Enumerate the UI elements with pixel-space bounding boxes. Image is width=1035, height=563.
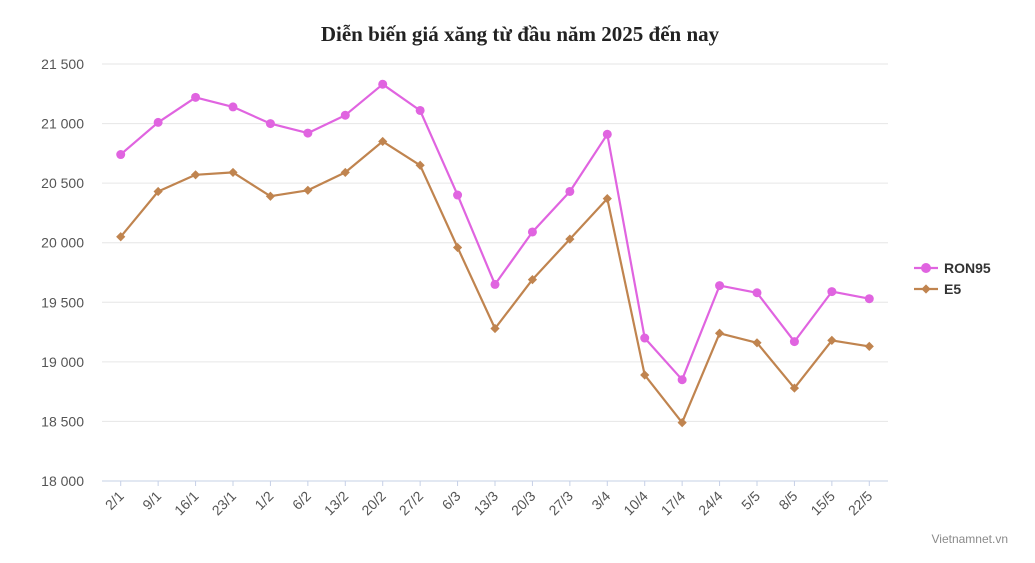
data-point-e5[interactable] (303, 185, 313, 195)
x-tick-label: 13/2 (321, 488, 352, 519)
x-tick-label: 5/5 (738, 488, 763, 513)
y-tick-label: 21 500 (41, 56, 84, 72)
data-point-e5[interactable] (827, 335, 837, 346)
data-point-e5[interactable] (116, 232, 126, 242)
y-tick-label: 21 000 (41, 116, 84, 132)
data-point-e5[interactable] (565, 234, 575, 244)
legend-label: E5 (944, 281, 961, 297)
x-tick-label: 9/1 (139, 488, 164, 513)
data-point-e5[interactable] (677, 418, 687, 428)
x-tick-label: 2/1 (102, 488, 127, 513)
data-point-ron95[interactable] (303, 128, 313, 138)
x-tick-label: 20/2 (358, 488, 389, 519)
data-point-ron95[interactable] (752, 288, 762, 298)
x-tick-label: 16/1 (171, 488, 202, 519)
data-point-ron95[interactable] (453, 190, 463, 200)
data-point-e5[interactable] (864, 341, 874, 351)
data-point-e5[interactable] (490, 323, 500, 334)
data-point-e5[interactable] (415, 160, 425, 170)
legend-item-e5[interactable]: E5 (914, 281, 961, 297)
legend-label: RON95 (944, 260, 991, 276)
data-point-e5[interactable] (265, 191, 276, 201)
credit-text: Vietnamnet.vn (932, 532, 1009, 546)
y-tick-label: 19 500 (41, 294, 84, 310)
x-axis: 2/1 9/1 16/1 23/1 1/2 6/2 13/2 20/2 27/2 6/3 13/3 2… (102, 481, 876, 518)
data-point-ron95[interactable] (490, 279, 500, 289)
data-point-e5[interactable] (452, 242, 463, 253)
x-tick-label: 1/2 (251, 488, 276, 513)
legend-item-ron95[interactable]: RON95 (914, 260, 991, 276)
data-point-ron95[interactable] (789, 337, 799, 347)
x-tick-label: 6/3 (439, 488, 464, 513)
y-tick-label: 19 000 (41, 354, 84, 370)
y-tick-label: 20 500 (41, 175, 84, 191)
data-point-e5[interactable] (640, 370, 650, 380)
x-tick-label: 13/3 (471, 488, 502, 519)
data-point-e5[interactable] (789, 383, 800, 393)
y-tick-label: 20 000 (41, 235, 84, 251)
x-tick-label: 27/2 (396, 488, 427, 519)
data-point-ron95[interactable] (602, 129, 612, 139)
data-point-ron95[interactable] (864, 294, 874, 304)
data-point-ron95[interactable] (677, 375, 687, 385)
data-point-ron95[interactable] (153, 117, 163, 127)
x-tick-label: 3/4 (588, 488, 613, 513)
data-point-ron95[interactable] (527, 227, 537, 237)
series-area (116, 79, 874, 428)
legend: RON95 E5 (914, 260, 991, 297)
y-axis: 18 000 18 500 19 000 19 500 20 000 20 500 21 0… (41, 56, 84, 489)
y-tick-label: 18 000 (41, 473, 84, 489)
data-point-e5[interactable] (153, 186, 163, 197)
x-tick-label: 10/4 (620, 488, 651, 519)
data-point-ron95[interactable] (191, 92, 201, 102)
grid (102, 63, 888, 482)
legend-marker (921, 263, 931, 273)
x-tick-label: 6/2 (289, 488, 314, 513)
data-point-ron95[interactable] (116, 150, 126, 160)
y-tick-label: 18 500 (41, 413, 84, 429)
data-point-ron95[interactable] (827, 287, 837, 297)
x-tick-label: 17/4 (658, 488, 689, 519)
chart-title: Diễn biến giá xăng từ đầu năm 2025 đến n… (321, 22, 720, 46)
data-point-e5[interactable] (527, 275, 538, 285)
data-point-e5[interactable] (190, 170, 201, 180)
x-tick-label: 20/3 (508, 488, 539, 519)
x-tick-label: 23/1 (209, 488, 240, 519)
x-tick-label: 27/3 (545, 488, 576, 519)
x-tick-label: 24/4 (695, 488, 726, 519)
data-point-ron95[interactable] (415, 105, 425, 115)
data-point-ron95[interactable] (228, 102, 238, 112)
data-point-ron95[interactable] (565, 186, 575, 196)
data-point-e5[interactable] (340, 167, 350, 178)
data-point-e5[interactable] (752, 338, 762, 348)
data-point-ron95[interactable] (340, 110, 350, 120)
data-point-e5[interactable] (228, 167, 238, 178)
data-point-ron95[interactable] (640, 333, 650, 343)
x-tick-label: 8/5 (775, 488, 800, 513)
series-line-ron95 (119, 83, 870, 381)
data-point-ron95[interactable] (378, 79, 388, 89)
x-tick-label: 15/5 (807, 488, 838, 519)
data-point-e5[interactable] (602, 194, 612, 204)
data-point-ron95[interactable] (265, 119, 275, 129)
data-point-ron95[interactable] (715, 281, 725, 291)
data-point-e5[interactable] (378, 136, 388, 147)
legend-marker (921, 284, 931, 294)
data-point-e5[interactable] (714, 328, 725, 338)
x-tick-label: 22/5 (845, 488, 876, 519)
